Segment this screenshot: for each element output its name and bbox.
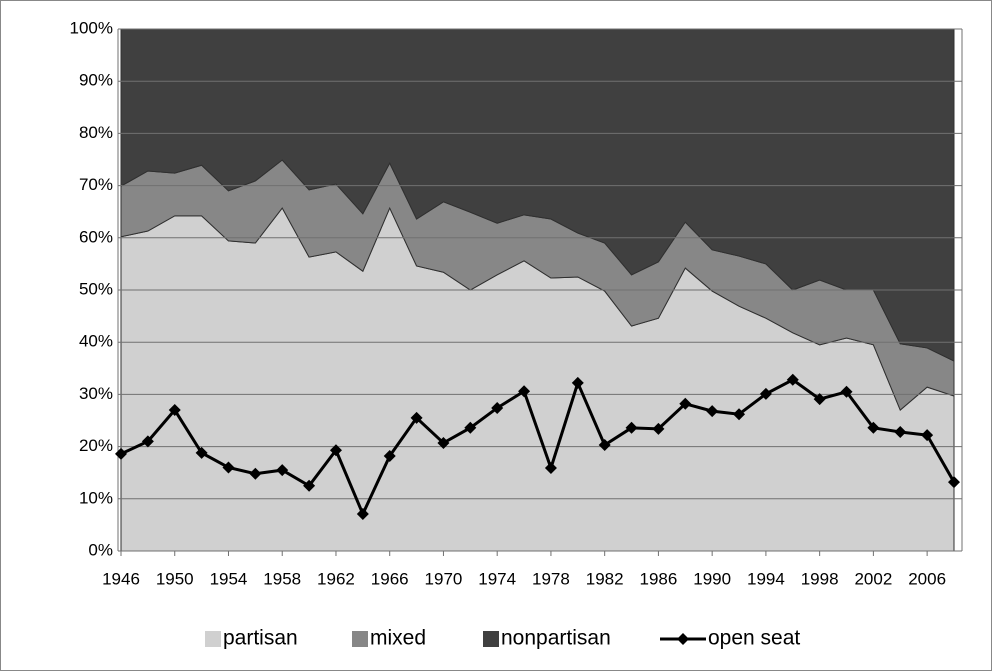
- marker: [383, 449, 396, 462]
- legend-item: open seat: [660, 627, 800, 650]
- marker: [437, 436, 450, 449]
- marker: [195, 446, 208, 459]
- y-tick-label: 100%: [70, 18, 113, 37]
- x-tick-label: 1970: [425, 569, 463, 588]
- x-tick-label: 1998: [801, 569, 839, 588]
- y-tick-label: 90%: [79, 71, 113, 90]
- marker: [464, 421, 477, 434]
- marker: [544, 462, 557, 475]
- y-tick-label: 40%: [79, 332, 113, 351]
- marker: [921, 429, 934, 442]
- x-tick-label: 1950: [156, 569, 194, 588]
- marker: [733, 408, 746, 421]
- marker: [356, 507, 369, 520]
- legend-swatch: [205, 631, 221, 647]
- y-tick-label: 50%: [79, 279, 113, 298]
- marker: [168, 404, 181, 417]
- x-tick-label: 1994: [747, 569, 785, 588]
- x-tick-label: 1990: [693, 569, 731, 588]
- y-tick-label: 20%: [79, 436, 113, 455]
- marker: [786, 373, 799, 386]
- x-tick-label: 2002: [854, 569, 892, 588]
- legend-label: open seat: [708, 627, 800, 650]
- marker: [222, 461, 235, 474]
- marker: [759, 387, 772, 400]
- marker: [652, 422, 665, 435]
- y-tick-label: 60%: [79, 227, 113, 246]
- marker: [141, 435, 154, 448]
- marker: [867, 421, 880, 434]
- y-tick-label: 80%: [79, 123, 113, 142]
- marker: [410, 411, 423, 424]
- marker: [598, 439, 611, 452]
- marker: [813, 393, 826, 406]
- marker: [276, 464, 289, 477]
- legend-marker: [677, 633, 689, 645]
- y-tick-label: 10%: [79, 488, 113, 507]
- marker: [303, 479, 316, 492]
- marker: [491, 401, 504, 414]
- marker: [115, 447, 127, 460]
- y-tick-label: 70%: [79, 175, 113, 194]
- x-tick-label: 1954: [210, 569, 248, 588]
- marker: [329, 444, 342, 457]
- legend-item: mixed: [352, 627, 426, 650]
- legend-swatch: [352, 631, 368, 647]
- legend-label: nonpartisan: [501, 627, 611, 650]
- x-tick-label: 1986: [640, 569, 678, 588]
- x-tick-label: 1958: [263, 569, 301, 588]
- legend-label: partisan: [223, 627, 298, 650]
- marker: [894, 425, 907, 438]
- marker: [571, 376, 584, 389]
- marker: [625, 421, 638, 434]
- marker: [706, 405, 719, 418]
- x-tick-label: 1974: [478, 569, 516, 588]
- x-tick-label: 2006: [908, 569, 946, 588]
- x-tick-label: 1978: [532, 569, 570, 588]
- marker: [948, 476, 960, 489]
- x-tick-label: 1966: [371, 569, 409, 588]
- y-tick-label: 30%: [79, 384, 113, 403]
- x-tick-label: 1946: [102, 569, 140, 588]
- x-tick-label: 1962: [317, 569, 355, 588]
- legend-label: mixed: [370, 627, 426, 650]
- marker: [518, 385, 531, 398]
- marker: [679, 397, 692, 410]
- legend-item: nonpartisan: [483, 627, 611, 650]
- legend-item: partisan: [205, 627, 298, 650]
- x-tick-label: 1982: [586, 569, 624, 588]
- legend-swatch: [483, 631, 499, 647]
- marker: [249, 467, 262, 480]
- y-tick-label: 0%: [88, 540, 113, 559]
- marker: [840, 385, 853, 398]
